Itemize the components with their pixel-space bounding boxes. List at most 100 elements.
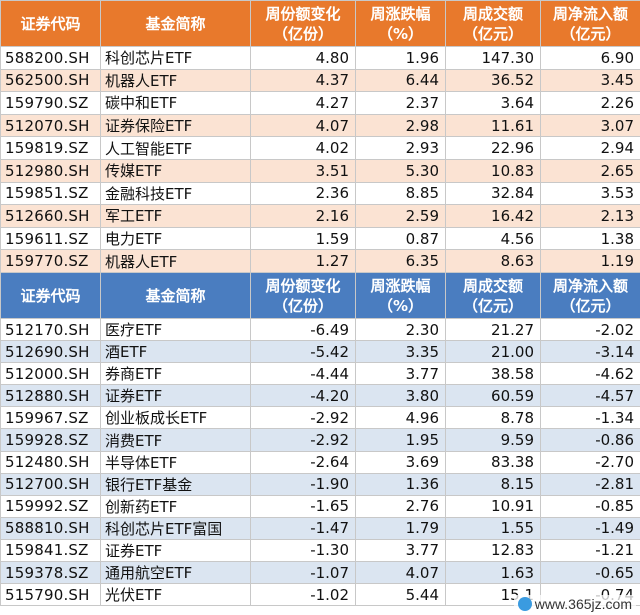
cell-pct: 2.30 bbox=[355, 317, 446, 342]
cell-code: 512700.SH bbox=[0, 472, 101, 496]
cell-name: 证券ETF bbox=[100, 538, 251, 563]
cell-name: 证券保险ETF bbox=[100, 113, 251, 138]
inflow-table: 证券代码 基金简称 周份额变化 （亿份） 周涨跌幅 （%） 周成交额 （亿元） 周净流… bbox=[0, 0, 640, 273]
cell-share-change: -2.92 bbox=[250, 428, 356, 452]
cell-turnover: 22.96 bbox=[445, 136, 541, 160]
cell-name: 传媒ETF bbox=[100, 158, 251, 183]
cell-code: 159790.SZ bbox=[0, 91, 101, 115]
cell-code: 515790.SH bbox=[0, 583, 101, 607]
cell-code: 159992.SZ bbox=[0, 494, 101, 518]
table-row: 512700.SH 银行ETF基金 -1.90 1.36 8.15 -2.81 bbox=[0, 472, 640, 496]
cell-name: 证券ETF bbox=[100, 384, 251, 408]
cell-code: 512170.SH bbox=[0, 317, 101, 342]
header-code: 证券代码 bbox=[0, 0, 101, 47]
table-row: 512070.SH 证券保险ETF 4.07 2.98 11.61 3.07 bbox=[0, 113, 640, 138]
cell-net-inflow: 2.65 bbox=[540, 158, 640, 183]
table-row: 159819.SZ 人工智能ETF 4.02 2.93 22.96 2.94 bbox=[0, 136, 640, 160]
cell-net-inflow: 2.94 bbox=[540, 136, 640, 160]
cell-code: 512070.SH bbox=[0, 113, 101, 138]
cell-code: 159611.SZ bbox=[0, 226, 101, 251]
header-share-change: 周份额变化 （亿份） bbox=[250, 0, 356, 47]
cell-code: 159378.SZ bbox=[0, 561, 101, 585]
table-row: 159770.SZ 机器人ETF 1.27 6.35 8.63 1.19 bbox=[0, 249, 640, 273]
cell-share-change: 4.07 bbox=[250, 113, 356, 138]
cell-net-inflow: 2.13 bbox=[540, 204, 640, 228]
cell-name: 军工ETF bbox=[100, 204, 251, 228]
header-share-change: 周份额变化 （亿份） bbox=[250, 272, 356, 319]
cell-net-inflow: -2.02 bbox=[540, 317, 640, 342]
cell-code: 588810.SH bbox=[0, 516, 101, 540]
cell-net-inflow: -1.34 bbox=[540, 406, 640, 430]
header-name: 基金简称 bbox=[100, 272, 251, 319]
cell-pct: 5.30 bbox=[355, 158, 446, 183]
cell-turnover: 12.83 bbox=[445, 538, 541, 563]
cell-turnover: 83.38 bbox=[445, 450, 541, 474]
cell-name: 碳中和ETF bbox=[100, 91, 251, 115]
cell-name: 创业板成长ETF bbox=[100, 406, 251, 430]
cell-code: 159770.SZ bbox=[0, 249, 101, 273]
cell-name: 人工智能ETF bbox=[100, 136, 251, 160]
cell-turnover: 9.59 bbox=[445, 428, 541, 452]
table-row: 159790.SZ 碳中和ETF 4.27 2.37 3.64 2.26 bbox=[0, 91, 640, 115]
cell-net-inflow: 1.19 bbox=[540, 249, 640, 273]
cell-name: 科创芯片ETF bbox=[100, 46, 251, 70]
cell-share-change: 1.27 bbox=[250, 249, 356, 273]
cell-turnover: 147.30 bbox=[445, 46, 541, 70]
cell-turnover: 36.52 bbox=[445, 68, 541, 93]
cell-name: 金融科技ETF bbox=[100, 181, 251, 206]
cell-code: 159967.SZ bbox=[0, 406, 101, 430]
cell-code: 512880.SH bbox=[0, 384, 101, 408]
cell-share-change: -4.20 bbox=[250, 384, 356, 408]
cell-pct: 5.44 bbox=[355, 583, 446, 607]
cell-name: 科创芯片ETF富国 bbox=[100, 516, 251, 540]
outflow-header-row: 证券代码 基金简称 周份额变化 （亿份） 周涨跌幅 （%） 周成交额 （亿元） 周净流… bbox=[0, 272, 640, 319]
table-row: 159378.SZ 通用航空ETF -1.07 4.07 1.63 -0.65 bbox=[0, 561, 640, 585]
cell-share-change: 4.80 bbox=[250, 46, 356, 70]
cell-net-inflow: 1.38 bbox=[540, 226, 640, 251]
cell-name: 半导体ETF bbox=[100, 450, 251, 474]
cell-share-change: 4.27 bbox=[250, 91, 356, 115]
cell-net-inflow: -1.21 bbox=[540, 538, 640, 563]
cell-turnover: 1.63 bbox=[445, 561, 541, 585]
cell-net-inflow: -4.62 bbox=[540, 362, 640, 386]
cell-share-change: -5.42 bbox=[250, 340, 356, 364]
cell-pct: 2.37 bbox=[355, 91, 446, 115]
cell-share-change: -2.92 bbox=[250, 406, 356, 430]
cell-name: 光伏ETF bbox=[100, 583, 251, 607]
cell-share-change: 2.36 bbox=[250, 181, 356, 206]
table-row: 159841.SZ 证券ETF -1.30 3.77 12.83 -1.21 bbox=[0, 538, 640, 563]
header-turnover: 周成交额 （亿元） bbox=[445, 272, 541, 319]
table-row: 159967.SZ 创业板成长ETF -2.92 4.96 8.78 -1.34 bbox=[0, 406, 640, 430]
cell-pct: 3.80 bbox=[355, 384, 446, 408]
cell-name: 银行ETF基金 bbox=[100, 472, 251, 496]
cell-code: 159928.SZ bbox=[0, 428, 101, 452]
cell-pct: 2.98 bbox=[355, 113, 446, 138]
cell-pct: 2.93 bbox=[355, 136, 446, 160]
cell-share-change: -4.44 bbox=[250, 362, 356, 386]
inflow-header-row: 证券代码 基金简称 周份额变化 （亿份） 周涨跌幅 （%） 周成交额 （亿元） 周净流… bbox=[0, 0, 640, 47]
cell-name: 通用航空ETF bbox=[100, 561, 251, 585]
cell-turnover: 32.84 bbox=[445, 181, 541, 206]
cell-code: 512690.SH bbox=[0, 340, 101, 364]
cell-code: 159851.SZ bbox=[0, 181, 101, 206]
header-net-inflow: 周净流入额 （亿元） bbox=[540, 0, 640, 47]
cell-pct: 2.76 bbox=[355, 494, 446, 518]
table-row: 159928.SZ 消费ETF -2.92 1.95 9.59 -0.86 bbox=[0, 428, 640, 452]
watermark-text: www.365jz.com bbox=[534, 596, 632, 612]
watermark: www.365jz.com bbox=[513, 595, 636, 613]
cell-name: 酒ETF bbox=[100, 340, 251, 364]
cell-turnover: 1.55 bbox=[445, 516, 541, 540]
outflow-table: 证券代码 基金简称 周份额变化 （亿份） 周涨跌幅 （%） 周成交额 （亿元） 周净流… bbox=[0, 272, 640, 607]
cell-pct: 1.36 bbox=[355, 472, 446, 496]
cell-turnover: 3.64 bbox=[445, 91, 541, 115]
table-row: 588810.SH 科创芯片ETF富国 -1.47 1.79 1.55 -1.49 bbox=[0, 516, 640, 540]
cell-turnover: 8.15 bbox=[445, 472, 541, 496]
watermark-logo-icon bbox=[517, 597, 532, 611]
table-row: 588200.SH 科创芯片ETF 4.80 1.96 147.30 6.90 bbox=[0, 46, 640, 70]
cell-net-inflow: -0.65 bbox=[540, 561, 640, 585]
cell-name: 券商ETF bbox=[100, 362, 251, 386]
cell-code: 588200.SH bbox=[0, 46, 101, 70]
table-row: 159611.SZ 电力ETF 1.59 0.87 4.56 1.38 bbox=[0, 226, 640, 251]
cell-pct: 3.69 bbox=[355, 450, 446, 474]
cell-turnover: 8.78 bbox=[445, 406, 541, 430]
